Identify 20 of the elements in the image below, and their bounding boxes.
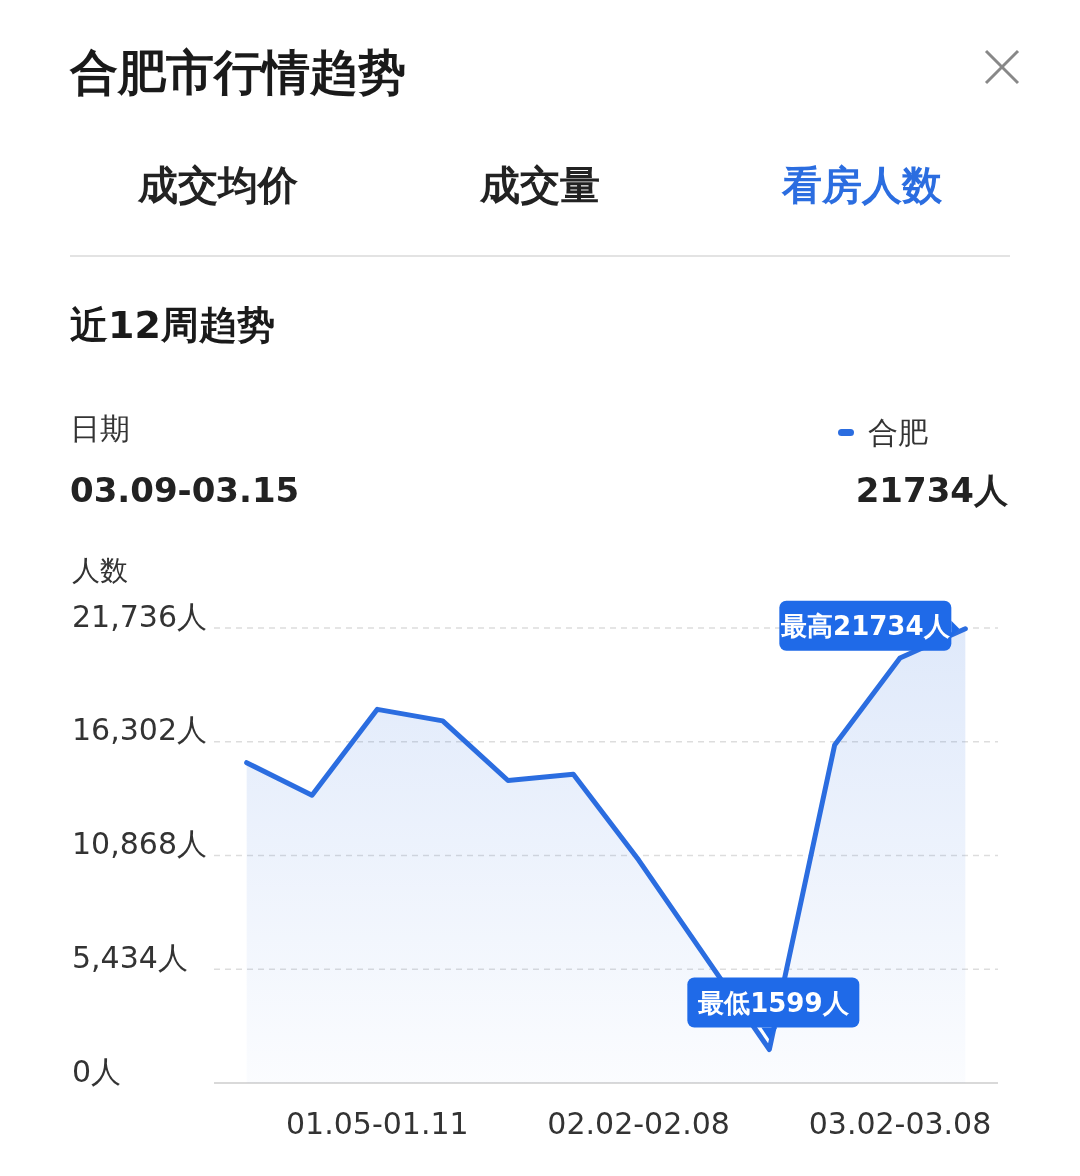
chart-subtitle: 近12周趋势 [70, 303, 275, 347]
text: 成交均价 [137, 162, 299, 208]
legend-label: 合肥 [868, 414, 928, 450]
text: 成交量 [479, 162, 600, 208]
annotation: 最高21734人 [780, 610, 951, 641]
x-tick-label: 03.02-03.08 [808, 1105, 992, 1141]
y-tick-label: 16,302人 [72, 712, 207, 748]
annotation: 最低1599人 [697, 987, 850, 1018]
y-tick-label: 21,736人 [72, 598, 207, 634]
x-tick-label: 01.05-01.11 [286, 1105, 469, 1141]
y-tick-label: 0人 [72, 1053, 122, 1089]
y-tick-label: 10,868人 [72, 826, 207, 861]
chart-title: 合肥市行情趋势 [69, 44, 406, 100]
y-tick-label: 5,434人 [72, 939, 188, 975]
text: 03.09-03.15 [70, 470, 300, 510]
text: 日期 [70, 410, 130, 446]
text: 21734人 [855, 470, 1009, 510]
text: 看房人数 [781, 162, 943, 208]
x-tick-label: 02.02-02.08 [547, 1105, 730, 1141]
y-axis-title: 人数 [72, 553, 128, 587]
